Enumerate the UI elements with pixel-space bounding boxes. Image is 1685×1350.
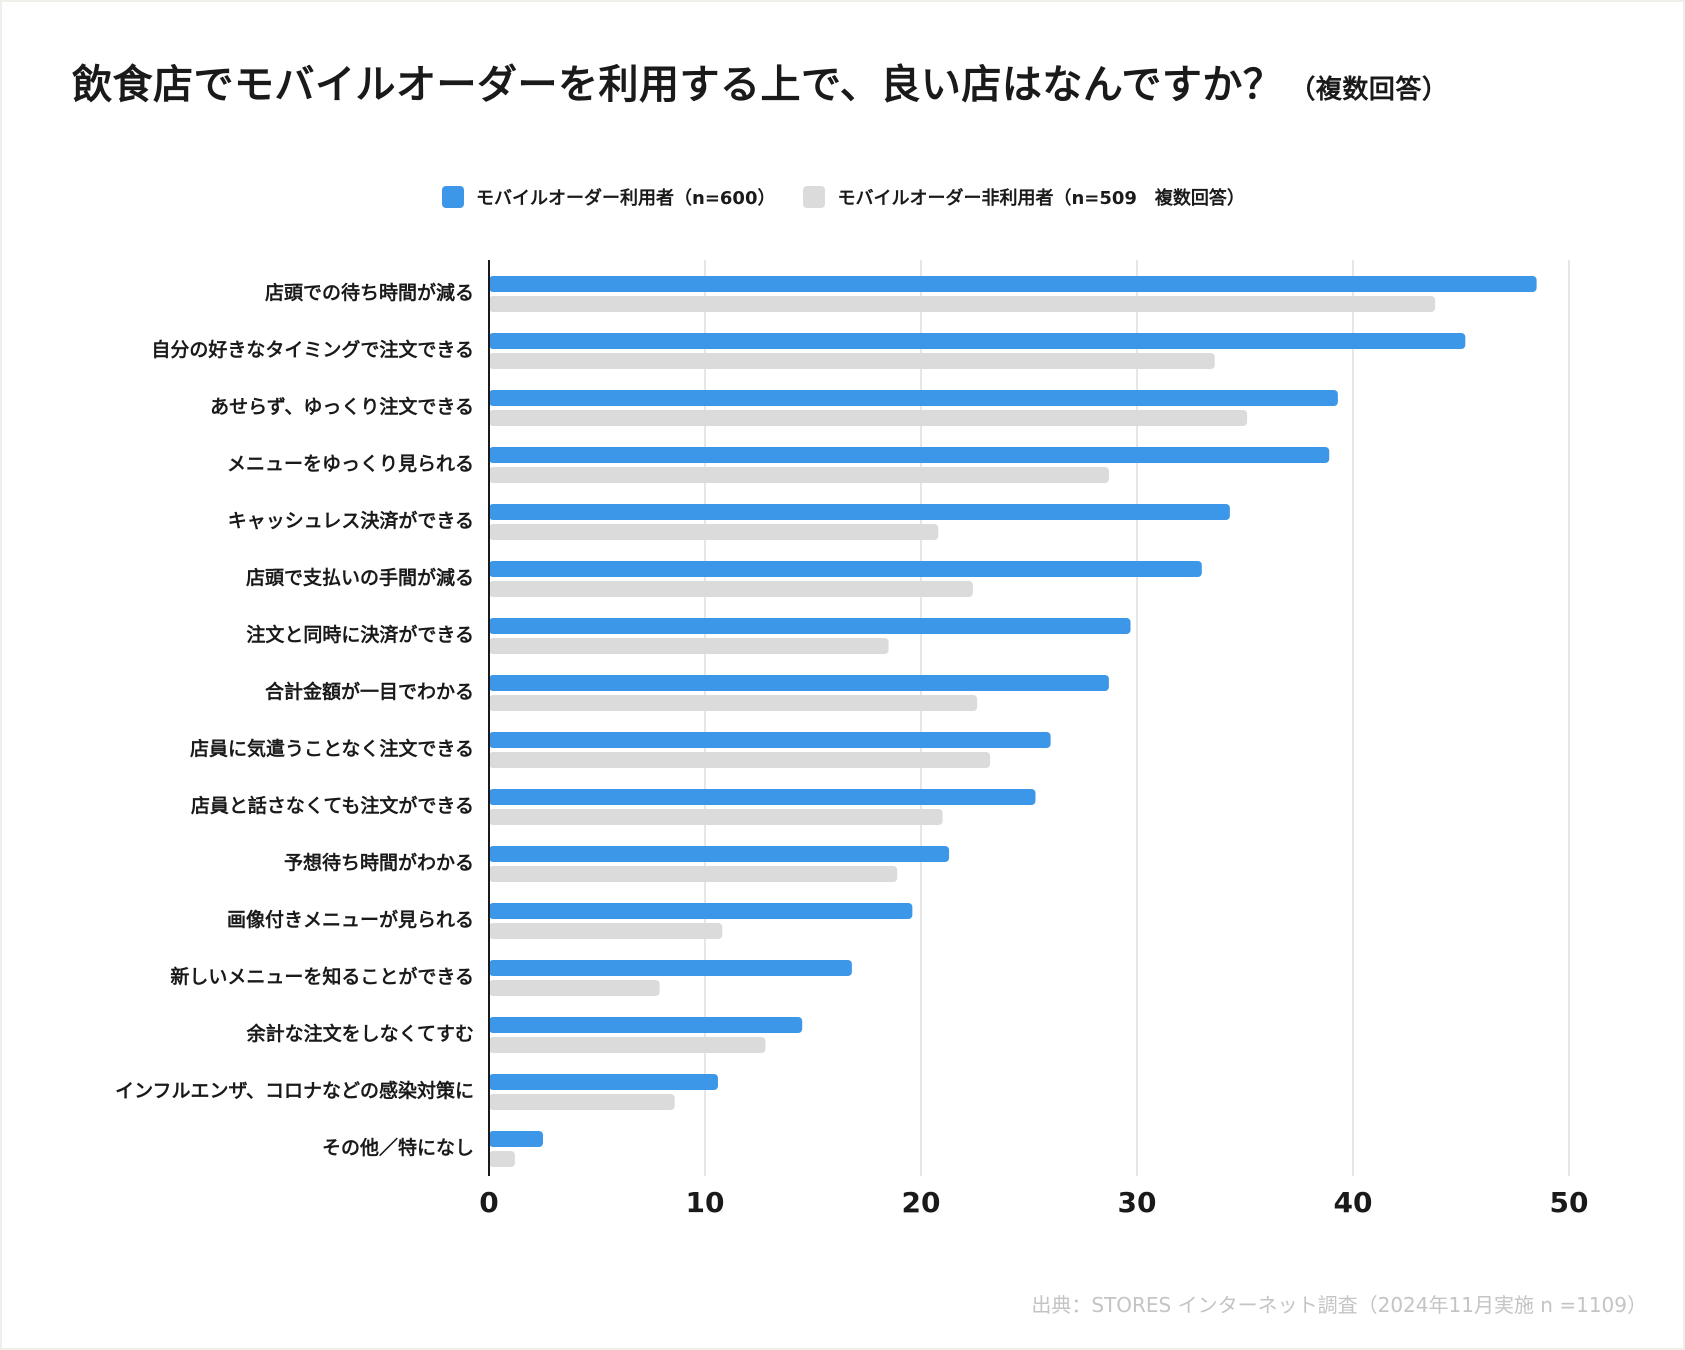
legend: モバイルオーダー利用者（n=600） モバイルオーダー非利用者（n=509 複数…: [442, 184, 1273, 210]
bar-non-users: [489, 353, 1215, 369]
bar-users: [489, 903, 913, 919]
x-tick-label: 10: [686, 1186, 725, 1219]
x-tick-label: 40: [1334, 1186, 1373, 1219]
chart-title: 飲食店でモバイルオーダーを利用する上で、良い店はなんですか？ （複数回答）: [72, 52, 1448, 110]
bar-users: [489, 618, 1131, 634]
bar-non-users: [489, 296, 1436, 312]
category-label: インフルエンザ、コロナなどの感染対策に: [115, 1079, 474, 1102]
bar-users: [489, 561, 1202, 577]
category-label: 店頭での待ち時間が減る: [265, 281, 474, 304]
legend-item-non-users: モバイルオーダー非利用者（n=509 複数回答）: [803, 184, 1245, 210]
bar-non-users: [489, 809, 943, 825]
bar-non-users: [489, 980, 660, 996]
x-tick-label: 20: [902, 1186, 941, 1219]
bar-non-users: [489, 581, 973, 597]
legend-swatch-users: [442, 186, 464, 208]
legend-label-users: モバイルオーダー利用者（n=600）: [476, 188, 776, 209]
bar-users: [489, 732, 1051, 748]
legend-item-users: モバイルオーダー利用者（n=600）: [442, 184, 775, 210]
bar-non-users: [489, 410, 1248, 426]
bar-users: [489, 333, 1466, 349]
category-label: 店頭で支払いの手間が減る: [246, 566, 474, 589]
bar-non-users: [489, 467, 1109, 483]
x-tick-label: 30: [1118, 1186, 1157, 1219]
bar-users: [489, 789, 1036, 805]
legend-label-non-users: モバイルオーダー非利用者（n=509 複数回答）: [837, 188, 1245, 209]
source-note: 出典：STORES インターネット調査（2024年11月実施 n =1109）: [1031, 1293, 1647, 1317]
bar-non-users: [489, 752, 991, 768]
bar-non-users: [489, 1037, 766, 1053]
bar-non-users: [489, 923, 723, 939]
legend-swatch-non-users: [803, 186, 826, 208]
bar-users: [489, 504, 1230, 520]
bar-non-users: [489, 1094, 675, 1110]
category-label: 余計な注文をしなくてすむ: [246, 1022, 474, 1045]
category-label: あせらず、ゆっくり注文できる: [210, 395, 474, 418]
category-label: 店員と話さなくても注文ができる: [191, 794, 474, 817]
chart-title-note: （複数回答）: [1289, 75, 1449, 105]
bar-users: [489, 447, 1330, 463]
x-tick-label: 50: [1550, 1186, 1589, 1219]
category-label: 画像付きメニューが見られる: [227, 908, 474, 931]
x-tick-label: 0: [479, 1186, 498, 1219]
category-label: その他／特になし: [322, 1136, 474, 1159]
bar-non-users: [489, 695, 978, 711]
category-label: 合計金額が一目でわかる: [265, 680, 474, 703]
category-label: 予想待ち時間がわかる: [284, 851, 474, 874]
bar-users: [489, 390, 1338, 406]
bar-non-users: [489, 866, 898, 882]
category-label: キャッシュレス決済ができる: [228, 509, 474, 532]
category-label: 自分の好きなタイミングで注文できる: [151, 338, 474, 361]
category-label: 新しいメニューを知ることができる: [170, 965, 474, 988]
category-label: メニューをゆっくり見られる: [227, 453, 474, 475]
bar-users: [489, 960, 852, 976]
bar-users: [489, 1131, 543, 1147]
bar-users: [489, 1074, 718, 1090]
bar-non-users: [489, 1151, 515, 1167]
category-label: 店員に気遣うことなく注文できる: [190, 737, 474, 760]
bar-non-users: [489, 524, 939, 540]
bar-users: [489, 675, 1109, 691]
chart-title-text: 飲食店でモバイルオーダーを利用する上で、良い店はなんですか？: [72, 62, 1284, 108]
bar-users: [489, 1017, 803, 1033]
category-label: 注文と同時に決済ができる: [246, 623, 474, 646]
bar-users: [489, 846, 950, 862]
bar-non-users: [489, 638, 889, 654]
bar-users: [489, 276, 1537, 292]
